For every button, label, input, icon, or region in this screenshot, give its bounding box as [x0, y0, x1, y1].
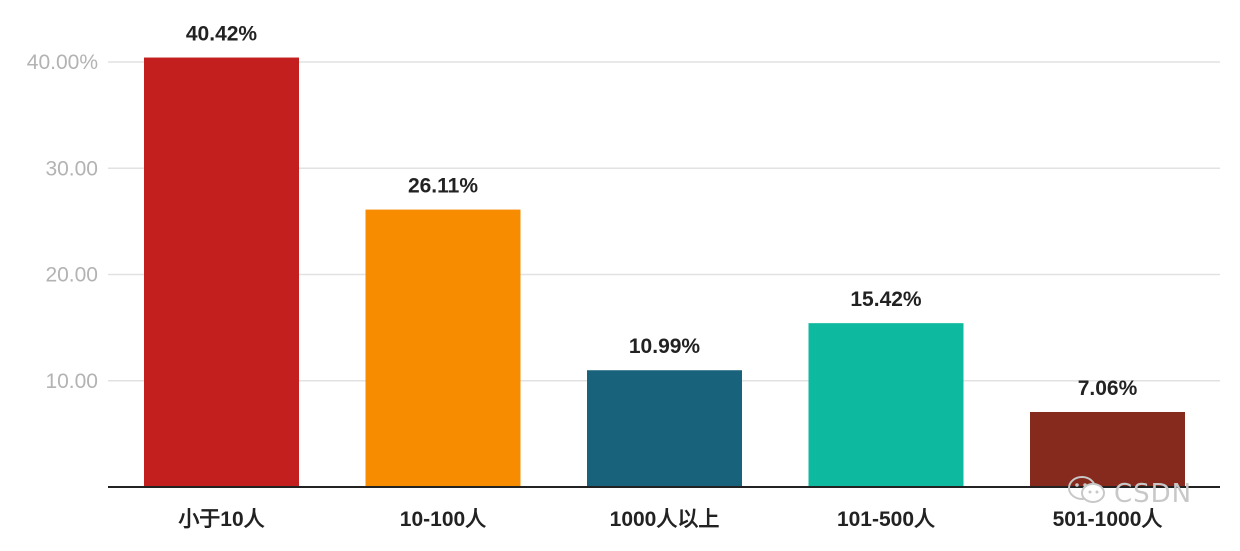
bar-value-label: 15.42%: [850, 288, 922, 311]
x-tick-label: 501-1000人: [1053, 508, 1163, 531]
x-tick-label: 101-500人: [837, 508, 935, 531]
y-tick-label: 30.00: [45, 157, 98, 180]
x-tick-label: 10-100人: [400, 508, 486, 531]
x-tick-label: 1000人以上: [610, 508, 720, 531]
bar-value-label: 7.06%: [1078, 377, 1138, 400]
value-labels: 40.42% 26.11% 10.99% 15.42% 7.06%: [186, 23, 1138, 400]
y-axis-ticks: 10.00 20.00 30.00 40.00%: [27, 51, 98, 393]
wechat-icon: [1066, 474, 1108, 513]
y-tick-label: 10.00: [45, 370, 98, 393]
x-tick-label: 小于10人: [178, 508, 264, 531]
bar: [144, 57, 299, 487]
x-axis-ticks: 小于10人 10-100人 1000人以上 101-500人 501-1000人: [178, 508, 1162, 531]
bars: [144, 57, 1185, 488]
watermark: CSDN: [1066, 474, 1192, 513]
bar: [365, 209, 521, 488]
bar-value-label: 10.99%: [629, 335, 701, 358]
y-tick-label: 20.00: [45, 264, 98, 287]
bar: [808, 323, 964, 487]
bar-value-label: 26.11%: [408, 175, 478, 198]
bar: [1030, 411, 1185, 487]
bar-value-label: 40.42%: [186, 23, 258, 46]
watermark-text: CSDN: [1114, 478, 1193, 509]
bar: [587, 370, 742, 487]
y-tick-label: 40.00%: [27, 51, 98, 74]
